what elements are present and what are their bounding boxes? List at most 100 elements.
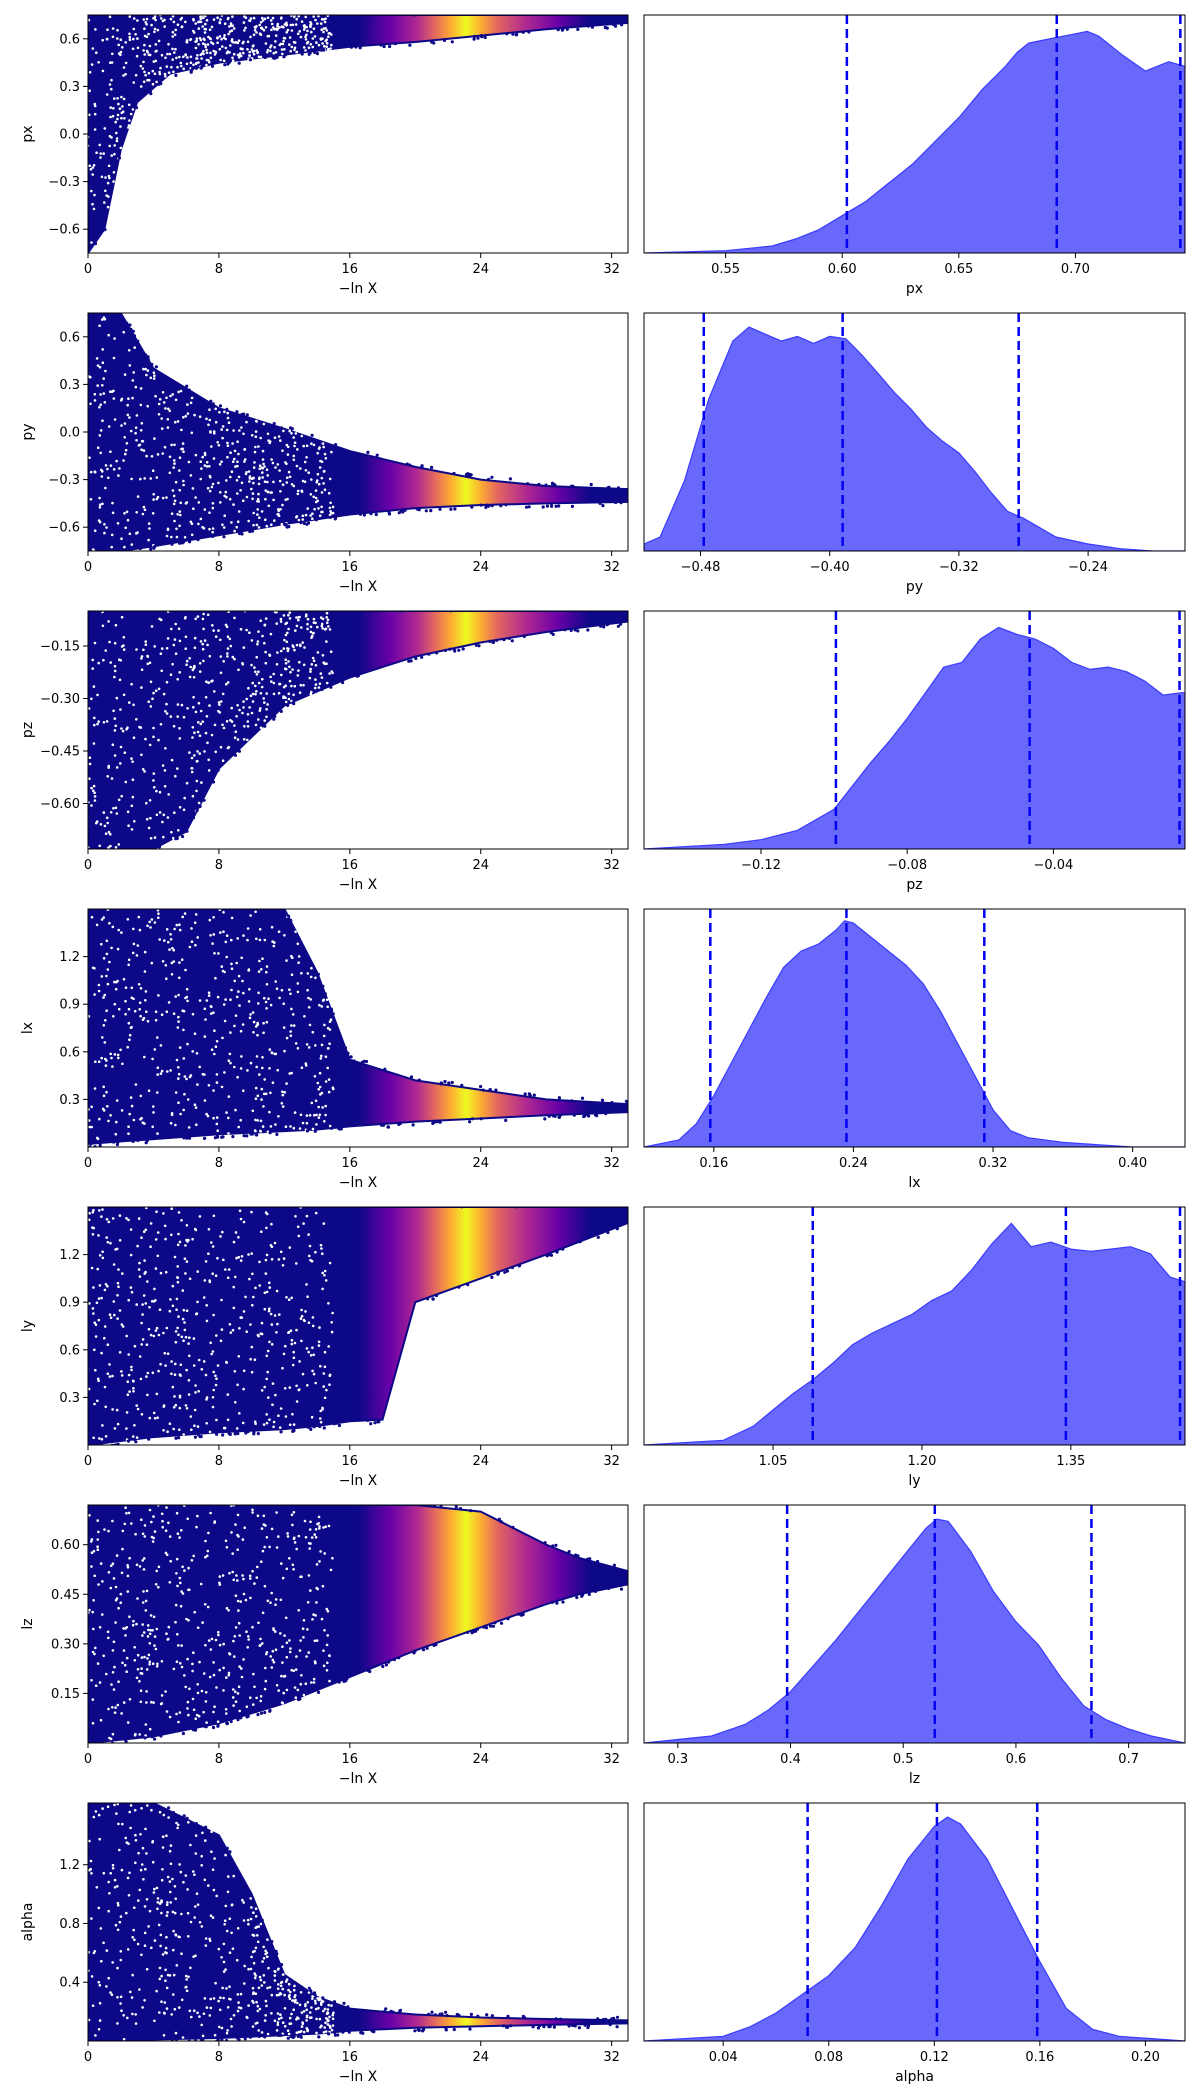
sample-gap (288, 665, 291, 669)
sample-gap (246, 48, 249, 51)
sample-gap (187, 1975, 190, 1979)
sample-gap (93, 392, 97, 396)
x-tick-label: 8 (215, 2050, 223, 2065)
sample-gap (176, 1584, 179, 1588)
sample-gap (147, 32, 150, 36)
sample-gap (318, 682, 322, 685)
sample-gap (219, 655, 223, 658)
sample-gap (106, 1240, 110, 1244)
sample-gap (150, 1946, 153, 1950)
sample-point (147, 1437, 151, 1441)
sample-gap (204, 1539, 207, 1543)
sample-gap (197, 43, 200, 46)
sample-gap (232, 429, 235, 432)
sample-gap (288, 1246, 292, 1249)
sample-point (394, 608, 397, 611)
sample-gap (204, 1373, 208, 1377)
sample-gap (261, 1642, 264, 1645)
sample-gap (260, 1389, 264, 1392)
sample-point (603, 11, 606, 14)
sample-gap (209, 431, 212, 434)
sample-gap (168, 1422, 172, 1425)
sample-gap (194, 710, 198, 714)
sample-gap (284, 667, 288, 671)
sample-gap (124, 1012, 127, 1016)
sample-point (493, 1621, 497, 1625)
sample-gap (301, 514, 305, 518)
sample-gap (293, 1111, 297, 1114)
sample-point (413, 1649, 417, 1653)
sample-point (256, 1713, 260, 1717)
sample-gap (178, 671, 181, 674)
sample-gap (273, 611, 277, 614)
sample-gap (259, 707, 262, 710)
sample-gap (94, 1646, 97, 1650)
sample-gap (170, 1112, 174, 1115)
sample-gap (203, 639, 207, 642)
sample-gap (262, 1105, 265, 1108)
sample-point (174, 1436, 178, 1440)
sample-gap (237, 1236, 240, 1239)
sample-gap (241, 711, 244, 715)
sample-gap (88, 1211, 91, 1215)
sample-gap (125, 510, 129, 514)
sample-gap (99, 1927, 103, 1930)
sample-gap (252, 523, 255, 527)
sample-point (563, 628, 567, 632)
sample-point (342, 1679, 346, 1683)
sample-gap (160, 53, 164, 57)
sample-gap (309, 1354, 313, 1357)
sample-gap (275, 1331, 278, 1334)
sample-gap (88, 1302, 91, 1305)
sample-gap (122, 459, 125, 462)
sample-gap (104, 832, 108, 835)
sample-gap (280, 1701, 284, 1704)
sample-gap (329, 2026, 332, 2029)
sample-gap (139, 1700, 143, 1704)
sample-gap (287, 2032, 291, 2036)
sample-gap (250, 434, 254, 437)
sample-point (610, 1101, 614, 1105)
sample-gap (213, 1705, 216, 1708)
sample-gap (202, 627, 205, 631)
sample-gap (153, 1887, 156, 1891)
sample-gap (116, 1294, 119, 1297)
sample-gap (140, 1343, 143, 1346)
sample-gap (301, 1121, 305, 1125)
sample-gap (188, 657, 191, 660)
sample-gap (241, 1898, 244, 1902)
sample-gap (166, 1911, 169, 1914)
sample-gap (93, 795, 97, 798)
sample-gap (116, 1996, 119, 1999)
sample-gap (177, 1015, 180, 1019)
sample-gap (295, 616, 298, 619)
sample-envelope (88, 313, 628, 551)
sample-gap (269, 1312, 273, 1316)
sample-gap (298, 1649, 302, 1652)
sample-gap (257, 630, 260, 633)
sample-gap (184, 1335, 188, 1339)
sample-gap (267, 997, 270, 1000)
sample-gap (280, 673, 283, 677)
sample-gap (225, 428, 229, 432)
sample-gap (163, 769, 167, 772)
sample-gap (134, 2022, 138, 2025)
sample-gap (251, 1011, 255, 1014)
sample-gap (285, 1641, 289, 1644)
sample-gap (96, 722, 99, 726)
x-tick-label: 0 (84, 1752, 92, 1767)
sample-gap (238, 1709, 241, 1713)
sample-gap (229, 998, 232, 1001)
sample-gap (108, 1736, 111, 1740)
sample-point (594, 1589, 598, 1593)
sample-gap (322, 661, 326, 664)
sample-gap (147, 700, 150, 703)
sample-gap (260, 1098, 263, 1101)
sample-gap (229, 22, 233, 25)
sample-gap (305, 2015, 309, 2019)
sample-gap (181, 915, 184, 919)
sample-gap (279, 439, 282, 442)
sample-gap (293, 1686, 297, 1689)
sample-gap (121, 110, 125, 113)
